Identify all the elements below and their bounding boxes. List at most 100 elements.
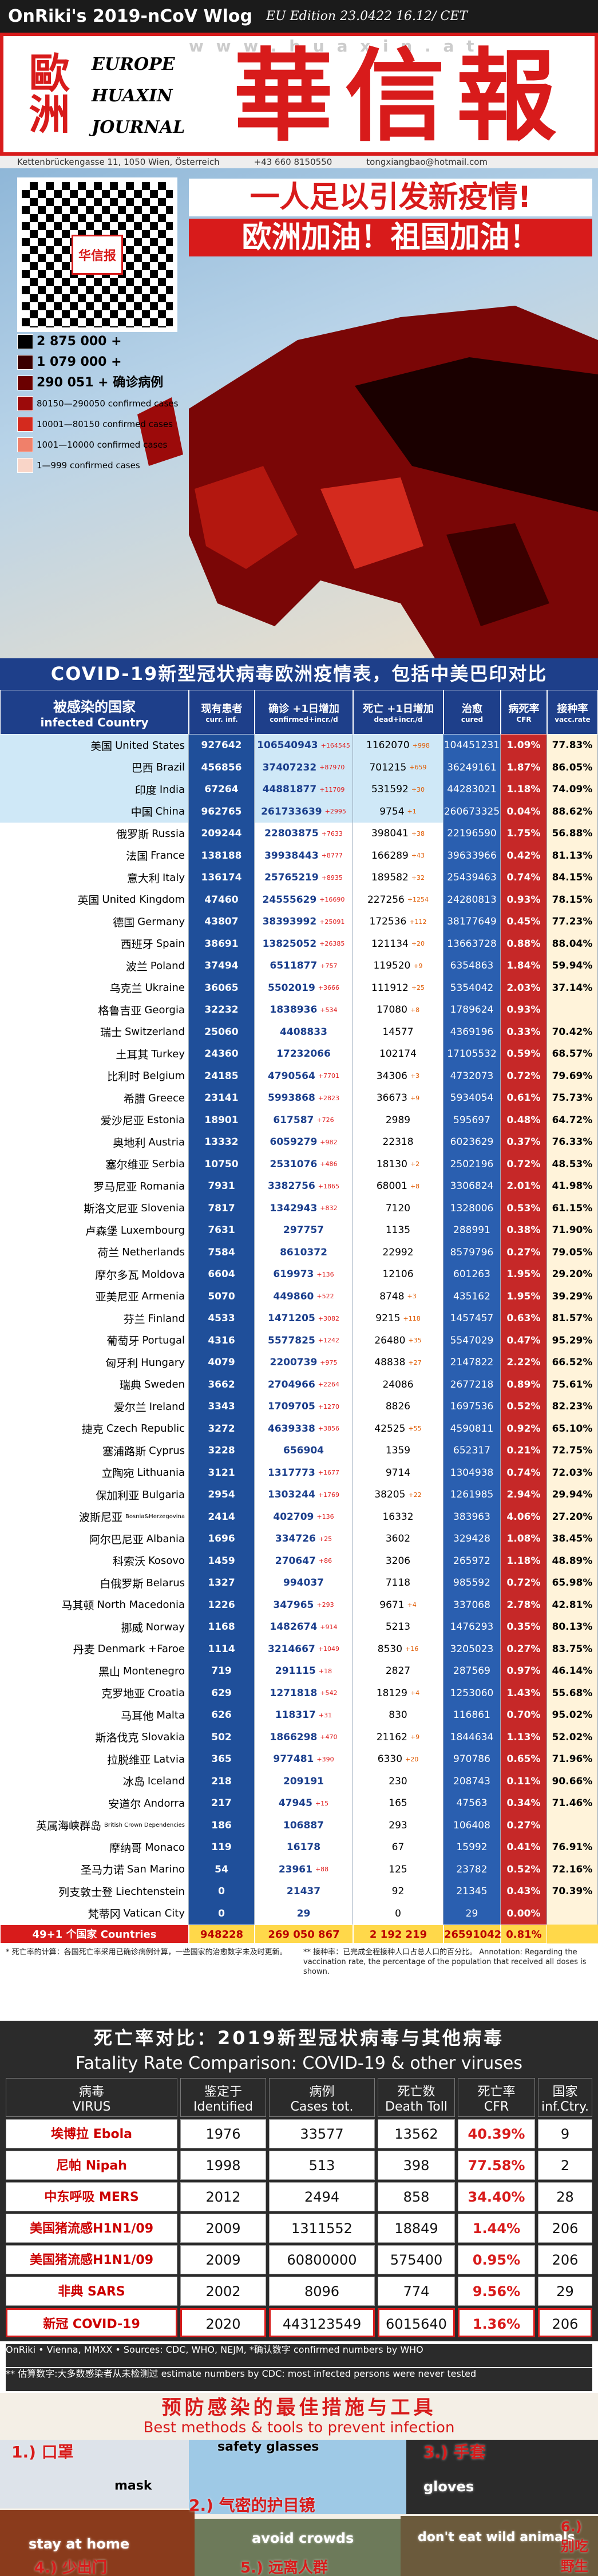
table-cell: 1261985 [443, 1484, 501, 1506]
confirmed-incr: +26385 [319, 940, 345, 948]
dead-incr: +118 [403, 1314, 421, 1322]
confirmed-incr: +1270 [318, 1402, 340, 1411]
masthead [0, 33, 598, 156]
country-en: Liechtenstein [116, 1885, 185, 1898]
confirmed-incr: +87970 [319, 764, 345, 772]
country-en: Sweden [144, 1378, 185, 1391]
confirmed-incr: +534 [320, 1006, 338, 1014]
header-cn: 确诊 +1日增加 [268, 703, 339, 715]
fatality-header: 鉴定于 Identified [180, 2078, 266, 2117]
table-cell: 270647 +86 [255, 1550, 353, 1572]
table-cell: 15992 [443, 1836, 501, 1859]
confirmed-incr: +832 [320, 1204, 338, 1212]
table-cell: 48.53% [547, 1153, 598, 1175]
legend-swatch [17, 376, 33, 390]
curr-inf: 7817 [208, 1202, 235, 1214]
curr-inf: 365 [211, 1753, 232, 1765]
fatality-cell: 13562 [378, 2119, 455, 2148]
table-cell: 1114 [189, 1638, 255, 1660]
table-cell: 347965 +293 [255, 1594, 353, 1616]
note: * 死亡率的计算：各国死亡率采用已确诊病例计算，一些国家的治愈数字未及时更新。 [6, 1948, 287, 1957]
cfr: 0.27% [506, 1819, 541, 1831]
table-cell: 马其顿 North Macedonia [0, 1594, 189, 1616]
table-cell: 2954 [189, 1484, 255, 1506]
table-cell: 1471205 +3082 [255, 1307, 353, 1330]
table-cell: 中国 China [0, 800, 189, 823]
table-cell: 70.42% [547, 1021, 598, 1043]
dead: 9754 [379, 805, 405, 817]
cured: 44283021 [447, 784, 497, 796]
header-en: confirmed+incr./d [270, 716, 338, 724]
table-cell: 82.23% [547, 1396, 598, 1418]
country-en: Moldova [141, 1268, 185, 1281]
header-en: Death Toll [385, 2099, 447, 2114]
table-row: 罗马尼亚 Romania 7931 3382756 +1865 68001 +8 330682… [0, 1175, 598, 1198]
table-cell: 3214667 +1049 [255, 1638, 353, 1660]
fatality-cell: 40.39% [458, 2119, 535, 2148]
table-cell: 90.66% [547, 1770, 598, 1792]
fatality-cell: 858 [378, 2182, 455, 2211]
table-cell: 0.92% [501, 1417, 547, 1440]
confirmed-incr: +136 [316, 1513, 334, 1521]
curr-inf: 119 [211, 1842, 232, 1854]
table-cell: 2.03% [501, 977, 547, 999]
country-cn: 葡萄牙 [106, 1335, 140, 1348]
header-en: Identified [193, 2099, 254, 2114]
table-cell: 24555629 +16690 [255, 888, 353, 911]
qr-label: 华信报 [72, 235, 123, 275]
vacc-rate: 65.98% [552, 1577, 593, 1589]
confirmed: 1471205 [267, 1313, 315, 1325]
europe-map [137, 306, 598, 658]
confirmed-incr: +2823 [318, 1094, 340, 1102]
country-cn: 马耳他 [121, 1709, 154, 1722]
table-cell: 1697536 [443, 1396, 501, 1418]
table-row: 美国 United States 927642 106540943 +164545 116… [0, 734, 598, 757]
table-cell: 白俄罗斯 Belarus [0, 1572, 189, 1594]
fatality-cell: 29 [538, 2277, 592, 2306]
fatality-cell: 8096 [269, 2277, 375, 2306]
vacc-rate: 81.57% [552, 1313, 593, 1325]
confirmed-incr: +18 [318, 1667, 332, 1675]
table-cell: 1.95% [501, 1263, 547, 1286]
dead: 9714 [385, 1467, 411, 1479]
table-row: 印度 India 67264 44881877 +11709 531592 +30 44283… [0, 779, 598, 801]
cured: 287569 [453, 1665, 490, 1677]
prevention-label: 1.) 口罩 [11, 2443, 74, 2462]
table-row: 梵蒂冈 Vatican City 0 29 0 29 0.00% [0, 1902, 598, 1925]
dead-incr: +20 [411, 940, 425, 948]
country-cn: 印度 [134, 784, 157, 797]
table-cell: 46.14% [547, 1660, 598, 1682]
cfr: 0.63% [506, 1313, 541, 1325]
table-cell: 39.29% [547, 1285, 598, 1307]
confirmed: 656904 [283, 1445, 324, 1457]
table-cell: 617587 +726 [255, 1109, 353, 1131]
cured: 601263 [453, 1269, 490, 1281]
country-en: San Marino [127, 1863, 185, 1876]
table-cell: 英属海峡群岛 British Crown Dependencies [0, 1814, 189, 1836]
table-cell: 德国 Germany [0, 911, 189, 933]
cfr: 0.52% [506, 1401, 541, 1413]
confirmed: 994037 [283, 1577, 324, 1589]
cured: 13663728 [447, 938, 497, 950]
cfr: 4.06% [506, 1511, 541, 1523]
legend-label: 80150—290050 confirmed cases [37, 398, 179, 409]
table-cell: 0.59% [501, 1043, 547, 1065]
table-cell: 383963 [443, 1506, 501, 1528]
fatality-cell: 新冠 COVID-19 [6, 2308, 177, 2337]
confirmed-incr: +7633 [321, 829, 343, 837]
fatality-cell: 774 [378, 2277, 455, 2306]
dead-incr: +22 [408, 1491, 422, 1499]
vacc-rate: 71.96% [552, 1753, 593, 1765]
table-cell: 0.41% [501, 1836, 547, 1859]
dead: 165 [389, 1797, 407, 1809]
table-cell: 166289 +43 [353, 844, 443, 867]
cured: 1261985 [450, 1489, 494, 1501]
prevention-label: stay at home [29, 2536, 130, 2552]
table-cell: 38205 +22 [353, 1484, 443, 1506]
table-cell: 719 [189, 1660, 255, 1682]
column-header: 病死率 CFR [501, 690, 547, 734]
table-cell: 1359 [353, 1440, 443, 1462]
header-bar: OnRiki's 2019-nCoV Wlog EU Edition 23.042… [0, 0, 598, 33]
table-cell: 瑞士 Switzerland [0, 1021, 189, 1043]
